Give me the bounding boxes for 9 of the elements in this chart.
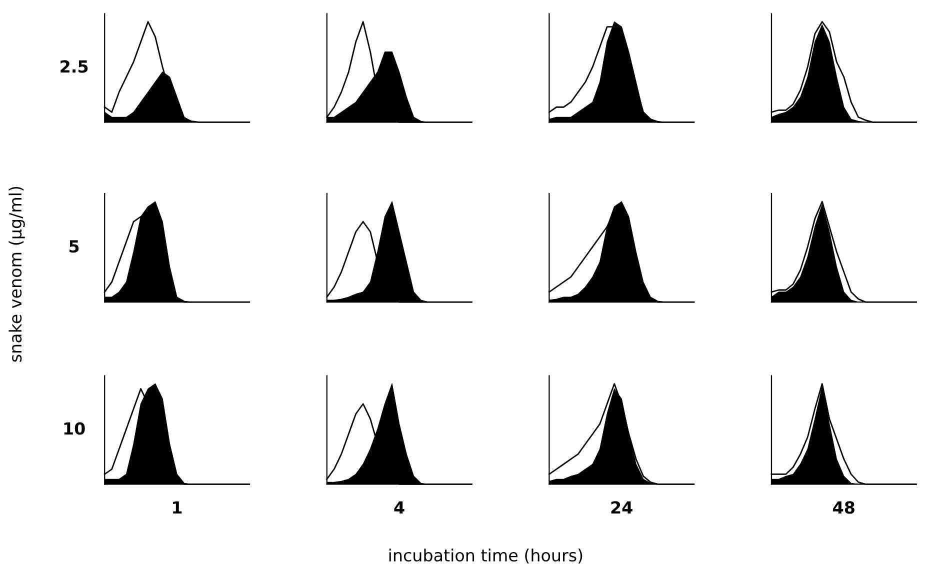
- y-axis-title: 2.5: [60, 60, 88, 73]
- x-axis-title: 4: [394, 501, 404, 514]
- y-axis-title: 5: [70, 240, 79, 253]
- text: incubation time (hours): [389, 548, 582, 564]
- text: snake venom (μg/ml): [8, 186, 25, 362]
- x-axis-title: 48: [833, 501, 854, 514]
- y-axis-title: 10: [64, 422, 85, 435]
- x-axis-title: 24: [611, 501, 632, 514]
- x-axis-title: 1: [173, 501, 182, 514]
